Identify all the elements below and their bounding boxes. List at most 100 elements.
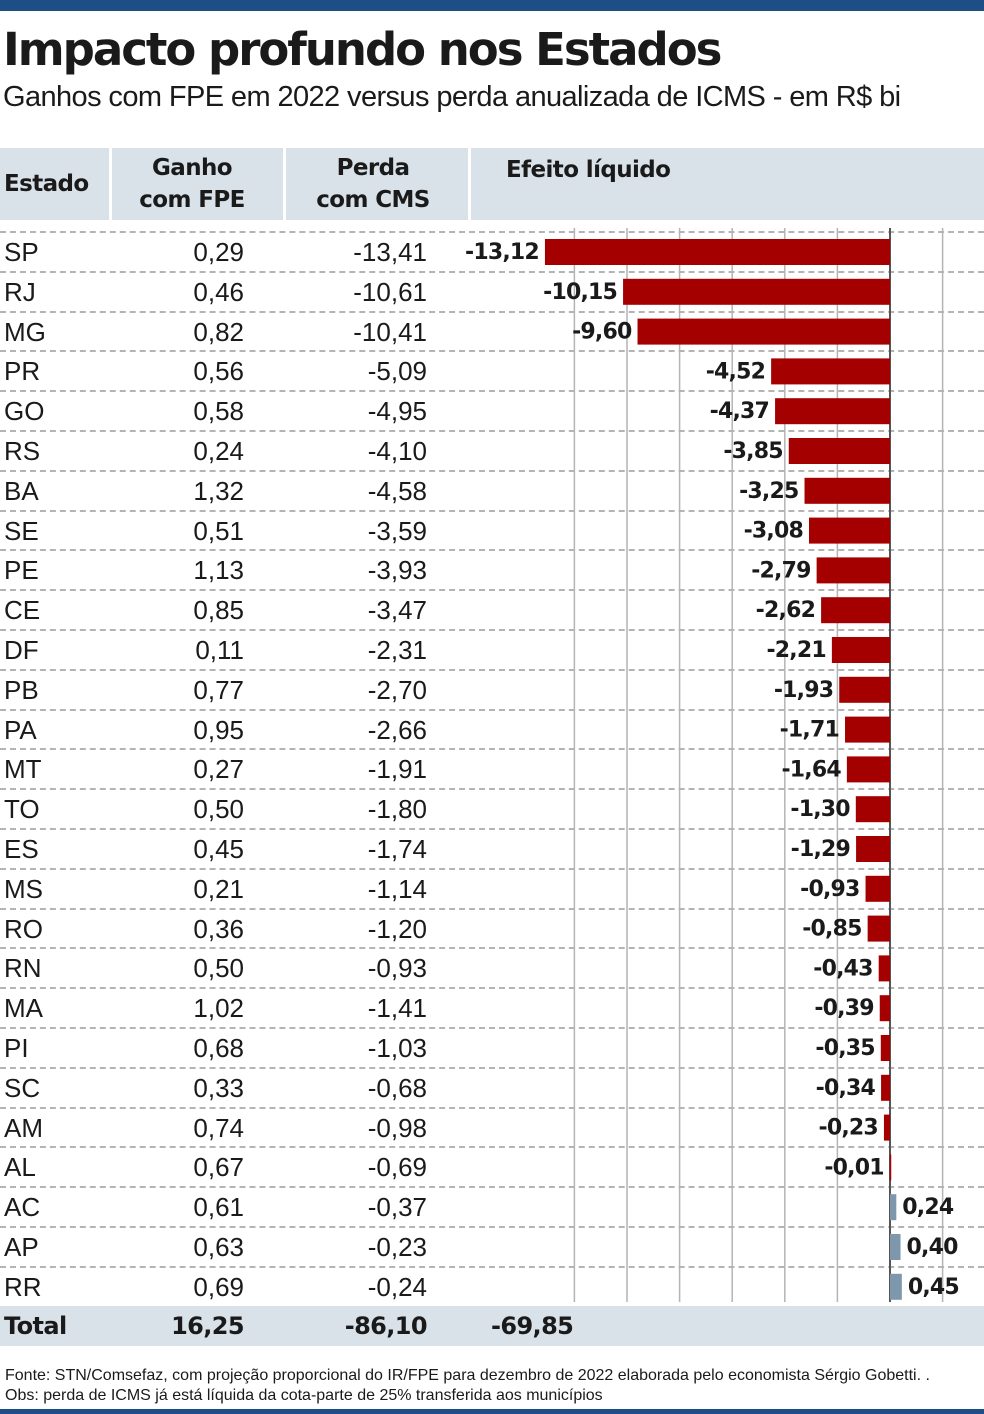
perda-cms-value: -10,61 (353, 276, 427, 307)
ganho-fpe-value: 0,29 (193, 237, 244, 267)
perda-cms-value: -4,10 (367, 436, 427, 466)
state-code: AM (4, 1112, 43, 1143)
bar-RS (788, 438, 890, 464)
perda-cms-value: -0,98 (367, 1112, 427, 1143)
bar-DF (831, 637, 890, 663)
bar-AM (883, 1114, 890, 1141)
col-header-ganho: Ganho com FPE (112, 148, 272, 220)
bar-value-label: -9,60 (572, 320, 632, 345)
col-header-estado: Estado (4, 148, 89, 220)
bar-value-label: -4,37 (710, 399, 769, 424)
col-header-estado-label: Estado (4, 171, 89, 197)
table-row: ES 0,45 -1,74 (0, 829, 984, 869)
perda-cms-value: -0,24 (367, 1271, 427, 1302)
total-row: Total 16,25 -86,10 -69,85 (0, 1306, 984, 1346)
bar-value-label: 0,24 (902, 1195, 954, 1220)
ganho-fpe-value: 0,74 (193, 1112, 244, 1143)
col-header-perda: Perda com CMS (286, 148, 460, 220)
bar-AL (889, 1154, 892, 1181)
table-row: RR 0,69 -0,24 (0, 1267, 984, 1307)
bar-AC (890, 1194, 897, 1221)
bar-PR (771, 358, 890, 385)
bar-value-label: -3,08 (744, 519, 803, 544)
table-row: PB 0,77 -2,70 (0, 670, 984, 710)
table-row: AL 0,67 -0,69 (0, 1147, 984, 1187)
row-divider (0, 509, 984, 512)
row-divider (0, 270, 984, 273)
perda-cms-value: -1,74 (367, 834, 427, 864)
col-header-perda-line2: com CMS (316, 187, 430, 213)
ganho-fpe-value: 0,67 (193, 1152, 244, 1183)
col-header-efeito: Efeito líquido (472, 148, 671, 192)
bar-value-label: -1,29 (791, 837, 850, 862)
footer-notes: Fonte: STN/Comsefaz, com projeção propor… (5, 1366, 930, 1406)
ganho-fpe-value: 1,02 (193, 993, 244, 1024)
ganho-fpe-value: 1,13 (193, 555, 244, 586)
ganho-fpe-value: 0,69 (193, 1271, 244, 1302)
bar-MS (865, 875, 890, 902)
ganho-fpe-value: 0,95 (193, 714, 244, 745)
bar-value-label: -10,15 (543, 280, 617, 305)
state-code: SC (4, 1072, 41, 1103)
bar-value-label: -1,30 (790, 797, 850, 822)
total-ganho: 16,25 (171, 1312, 245, 1340)
table-row: BA 1,32 -4,58 (0, 471, 984, 511)
row-divider (0, 788, 984, 791)
perda-cms-value: -4,58 (367, 475, 427, 506)
row-divider (0, 1027, 984, 1029)
bottom-rule (0, 1409, 984, 1414)
perda-cms-value: -3,59 (367, 515, 427, 546)
row-divider (0, 1186, 984, 1189)
bar-RJ (623, 278, 890, 305)
bar-value-label: 0,45 (908, 1275, 959, 1300)
ganho-fpe-value: 0,63 (193, 1232, 244, 1262)
ganho-fpe-value: 0,24 (193, 436, 244, 466)
row-divider (0, 947, 984, 950)
table-row: MG 0,82 -10,41 (0, 312, 984, 352)
ganho-fpe-value: 0,58 (193, 396, 244, 427)
ganho-fpe-value: 0,77 (193, 674, 244, 705)
table-row: PE 1,13 -3,93 (0, 550, 984, 590)
state-code: GO (4, 396, 45, 427)
table-row: SE 0,51 -3,59 (0, 511, 984, 551)
ganho-fpe-value: 0,85 (193, 595, 244, 626)
ganho-fpe-value: 0,21 (193, 873, 244, 904)
table-row: SP 0,29 -13,41 (0, 232, 984, 272)
chart-subtitle: Ganhos com FPE em 2022 versus perda anua… (3, 81, 901, 113)
perda-cms-value: -2,70 (367, 674, 427, 705)
state-code: MT (4, 754, 42, 785)
perda-cms-value: -0,93 (367, 953, 427, 984)
bar-ES (856, 836, 890, 862)
row-divider (0, 987, 984, 990)
row-divider (0, 1066, 984, 1069)
bar-value-label: -2,79 (751, 558, 810, 583)
state-code: ES (4, 834, 39, 864)
col-header-perda-line1: Perda (336, 155, 410, 181)
row-divider (0, 430, 984, 432)
ganho-fpe-value: 0,45 (193, 834, 244, 864)
row-divider (0, 310, 984, 313)
table-row: AP 0,63 -0,23 (0, 1227, 984, 1267)
table-row: RN 0,50 -0,93 (0, 948, 984, 988)
ganho-fpe-value: 0,36 (193, 913, 244, 944)
ganho-fpe-value: 0,11 (195, 635, 244, 665)
perda-cms-value: -2,31 (367, 635, 427, 665)
footer-source: Fonte: STN/Comsefaz, com projeção propor… (5, 1367, 930, 1384)
state-code: PE (4, 555, 39, 586)
state-code: PI (4, 1033, 29, 1063)
row-divider (0, 668, 984, 671)
row-divider (0, 748, 984, 751)
table-row: CE 0,85 -3,47 (0, 590, 984, 630)
ganho-fpe-value: 0,68 (193, 1033, 244, 1063)
table-row: RJ 0,46 -10,61 (0, 272, 984, 312)
col-header-ganho-line2: com FPE (139, 187, 245, 213)
state-code: AL (4, 1152, 36, 1183)
table-row: GO 0,58 -4,95 (0, 391, 984, 431)
state-code: RR (4, 1271, 42, 1302)
ganho-fpe-value: 0,50 (193, 953, 244, 984)
col-header-ganho-line1: Ganho (152, 155, 233, 181)
row-divider (0, 1265, 984, 1268)
row-divider (0, 629, 984, 631)
row-divider (0, 1226, 984, 1228)
